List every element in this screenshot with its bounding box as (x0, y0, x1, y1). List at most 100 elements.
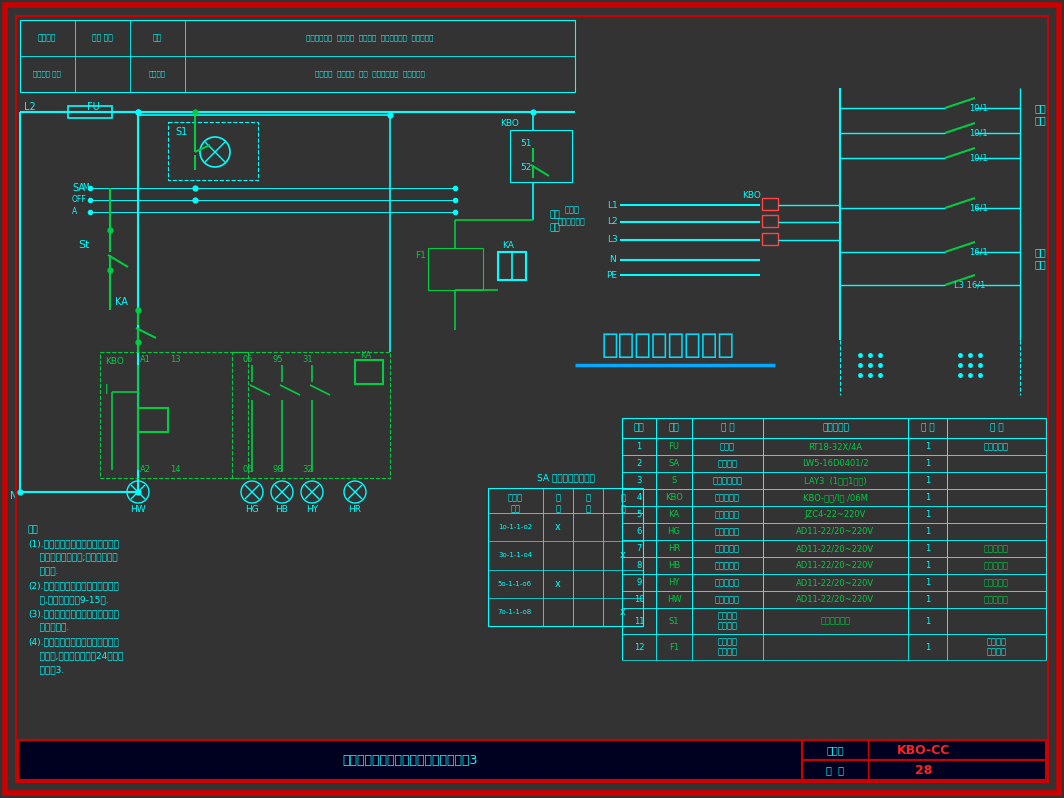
Bar (138, 408, 168, 432)
Text: JZC4-22~220V: JZC4-22~220V (804, 510, 866, 519)
Text: 照明配电箱系统图: 照明配电箱系统图 (601, 331, 734, 359)
Text: S1: S1 (174, 127, 187, 137)
Text: 28: 28 (915, 764, 933, 776)
Text: KBO: KBO (105, 358, 123, 366)
Text: 8: 8 (636, 561, 642, 570)
Text: 接自消防: 接自消防 (986, 638, 1007, 646)
Text: 外引带灯: 外引带灯 (717, 611, 737, 621)
Text: 3: 3 (636, 476, 642, 485)
Text: 蓝色信号灯: 蓝色信号灯 (715, 561, 739, 570)
Bar (355, 360, 383, 384)
Text: F1: F1 (415, 251, 426, 259)
Text: 联动模块进线: 联动模块进线 (559, 218, 586, 227)
Text: 1: 1 (925, 476, 930, 485)
Text: 运行信号  短路故障  停止  联动模块自锁  断切断信号: 运行信号 短路故障 停止 联动模块自锁 断切断信号 (315, 71, 425, 77)
Text: 插座: 插座 (1035, 247, 1047, 257)
Text: 98: 98 (272, 465, 283, 475)
Text: 1: 1 (925, 459, 930, 468)
Text: 图集号: 图集号 (826, 745, 844, 755)
Text: S: S (671, 476, 677, 485)
Text: 1: 1 (925, 578, 930, 587)
Text: 消防联动: 消防联动 (717, 638, 737, 646)
Text: 1: 1 (925, 510, 930, 519)
Text: 型号及规格: 型号及规格 (822, 424, 849, 433)
Text: 照明: 照明 (550, 211, 561, 219)
Bar (762, 198, 778, 210)
Text: 12: 12 (634, 642, 644, 651)
Text: 出线: 出线 (1035, 115, 1047, 125)
Text: St: St (78, 240, 89, 250)
Text: 动: 动 (620, 504, 626, 513)
Text: 工作时远距离控制;消防时联动切: 工作时远距离控制;消防时联动切 (28, 553, 118, 562)
Text: 1: 1 (925, 544, 930, 553)
Text: 二次电源: 二次电源 (37, 34, 56, 42)
Text: FU: FU (86, 102, 99, 112)
Text: OFF: OFF (72, 196, 86, 204)
Text: l: l (105, 384, 109, 397)
Bar (68, 106, 112, 118)
Text: 照明配电箱电源接通与切断控制电路图3: 照明配电箱电源接通与切断控制电路图3 (343, 753, 478, 767)
Text: KBO-CC: KBO-CC (897, 744, 951, 757)
Text: 电源保护 信号: 电源保护 信号 (33, 71, 61, 77)
Text: KBO-口口/I口 /06M: KBO-口口/I口 /06M (803, 493, 868, 502)
Text: 至消防: 至消防 (565, 206, 580, 215)
Text: (1).本图适用于就地检修手控和正常: (1).本图适用于就地检修手控和正常 (28, 539, 119, 548)
Text: HR: HR (668, 544, 680, 553)
Text: 工程设计决定: 工程设计决定 (820, 617, 850, 626)
Text: 10/1: 10/1 (968, 104, 987, 113)
Text: A: A (72, 207, 78, 216)
Text: 5: 5 (636, 510, 642, 519)
Text: 1: 1 (925, 595, 930, 604)
Text: F1: F1 (669, 642, 679, 651)
Text: 注：: 注： (28, 525, 38, 534)
Text: 按需要增减: 按需要增减 (984, 561, 1009, 570)
Text: 32: 32 (302, 465, 313, 475)
Text: 电源 信号: 电源 信号 (92, 34, 113, 42)
Text: 自: 自 (555, 493, 561, 503)
Text: 2: 2 (636, 459, 642, 468)
Text: 手动控制: 手动控制 (149, 71, 166, 77)
Text: 手: 手 (620, 493, 626, 503)
Text: 照明开关: 照明开关 (717, 622, 737, 630)
Text: 1o-1-1-o2: 1o-1-1-o2 (498, 524, 532, 530)
Text: x: x (555, 579, 561, 589)
Text: 控制保护器: 控制保护器 (715, 493, 739, 502)
Text: 中间继电器: 中间继电器 (715, 510, 739, 519)
Text: 转换开关: 转换开关 (717, 459, 737, 468)
Text: 远距离手控及  报警信号  联动信号  消防联动信号  消防联动电: 远距离手控及 报警信号 联动信号 消防联动信号 消防联动电 (306, 34, 434, 41)
Text: HW: HW (130, 505, 146, 515)
Text: 白色信号灯: 白色信号灯 (715, 595, 739, 604)
Text: HG: HG (245, 505, 259, 515)
Text: 用途: 用途 (511, 504, 520, 513)
Bar (20, 20, 575, 92)
Text: x: x (555, 522, 561, 532)
Text: HB: HB (276, 505, 288, 515)
Bar (510, 130, 572, 182)
Text: HR: HR (349, 505, 362, 515)
Text: 3o-1-1-o4: 3o-1-1-o4 (498, 552, 532, 559)
Text: 6: 6 (636, 527, 642, 536)
Text: A2: A2 (139, 465, 150, 475)
Text: 06: 06 (243, 465, 253, 475)
Text: KA: KA (115, 297, 128, 307)
Text: HB: HB (668, 561, 680, 570)
Text: L2: L2 (606, 218, 617, 227)
Text: 1: 1 (925, 642, 930, 651)
Text: (3).外引带灯照明开关可在箱面上或: (3).外引带灯照明开关可在箱面上或 (28, 609, 119, 618)
Text: 开: 开 (585, 504, 591, 513)
Text: 瞬断按钮开关: 瞬断按钮开关 (713, 476, 743, 485)
Bar (802, 740, 1046, 760)
Text: x: x (620, 551, 626, 560)
Text: 常开触点: 常开触点 (717, 647, 737, 657)
Text: 位置和: 位置和 (508, 493, 523, 503)
Text: 带熔断指示: 带熔断指示 (984, 442, 1009, 451)
Text: 11: 11 (634, 617, 644, 626)
Text: 联动模块: 联动模块 (986, 647, 1007, 657)
Text: 黄色信号灯: 黄色信号灯 (715, 578, 739, 587)
Text: 10/1: 10/1 (968, 153, 987, 163)
Text: AD11-22/20~220V: AD11-22/20~220V (797, 561, 875, 570)
Bar (168, 122, 257, 180)
Text: L3: L3 (606, 235, 617, 244)
Text: KBO: KBO (500, 120, 519, 128)
Text: 1: 1 (925, 617, 930, 626)
